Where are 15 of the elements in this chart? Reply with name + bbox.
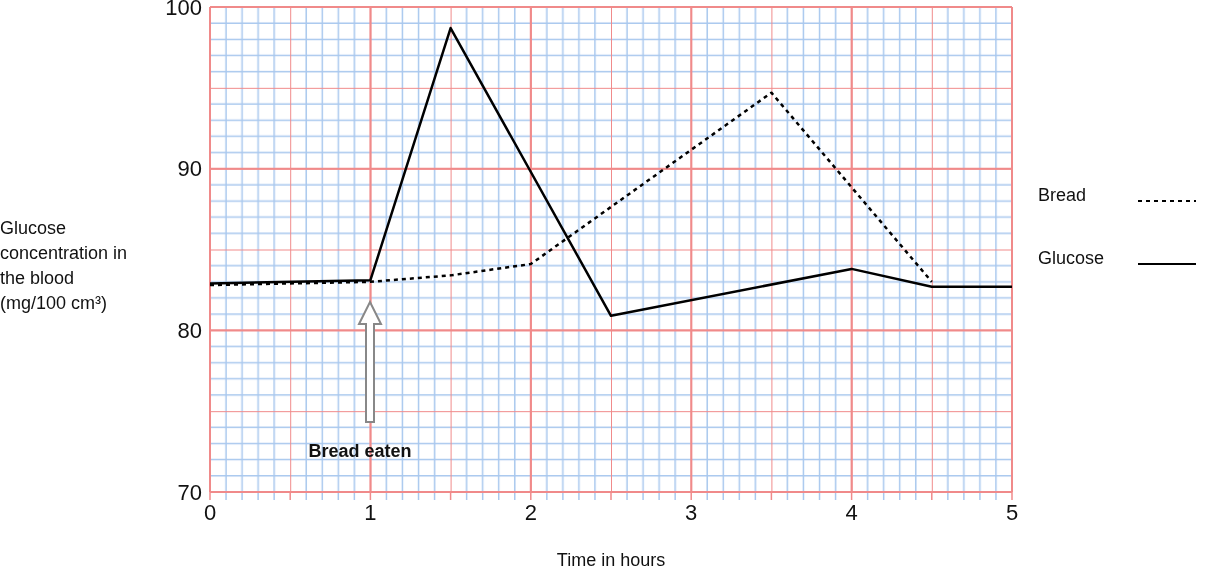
- x-tick-label: 1: [364, 500, 377, 525]
- x-tick-label: 0: [203, 500, 217, 525]
- legend-label: Glucose: [1038, 248, 1105, 269]
- y-tick-label: 80: [177, 318, 202, 344]
- y-tick-label: 70: [177, 479, 202, 505]
- x-tick-label: 3: [685, 500, 698, 525]
- x-tick-label: 5: [1005, 500, 1019, 525]
- x-tick-label: 2: [524, 500, 537, 525]
- y-tick-label: 90: [177, 156, 202, 182]
- annotation: Bread eaten: [308, 441, 412, 461]
- x-tick-label: 4: [845, 500, 858, 525]
- x-axis-title: Time in hours: [556, 550, 666, 570]
- y-tick-label: 100: [165, 0, 202, 20]
- y-axis-title: Glucose concentration in the blood (mg/100 cm³): [0, 218, 128, 313]
- text: Bread: [1038, 185, 1087, 206]
